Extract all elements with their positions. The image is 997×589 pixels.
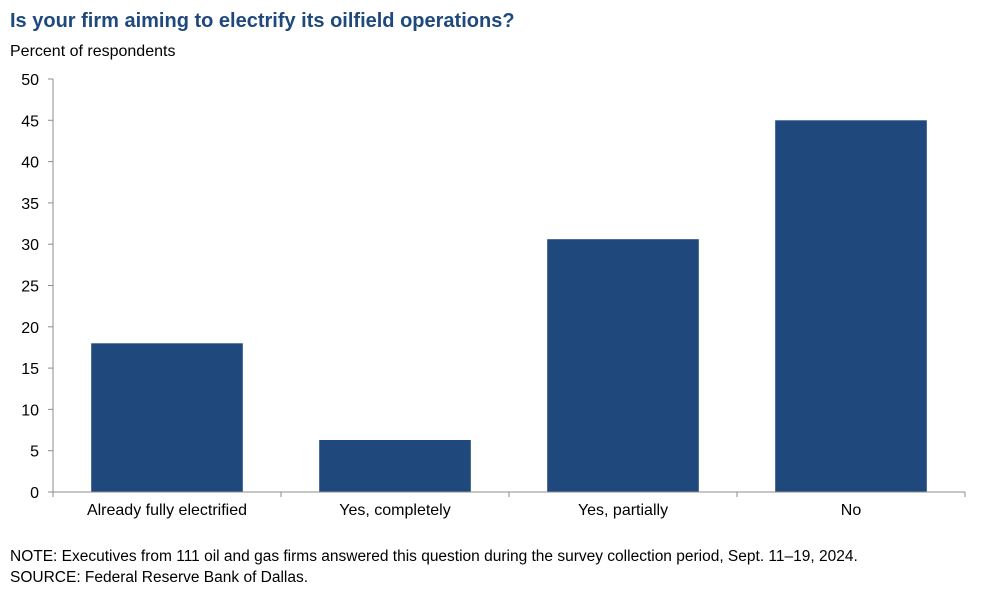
x-tick-label: Already fully electrified	[87, 502, 247, 519]
x-tick-label: No	[841, 502, 862, 519]
y-tick-label: 45	[21, 113, 39, 130]
y-tick-label: 30	[21, 237, 39, 254]
y-tick-label: 20	[21, 320, 39, 337]
y-tick-label: 0	[30, 485, 39, 502]
bars-group	[91, 120, 927, 493]
bar-yes-completely	[319, 440, 471, 492]
y-tick-label: 50	[21, 72, 39, 89]
x-tick-label: Yes, completely	[339, 502, 450, 519]
y-tick-label: 10	[21, 402, 39, 419]
y-axis-label: Percent of respondents	[10, 43, 176, 60]
y-tick-label: 5	[30, 444, 39, 461]
ticks-group: 0 5 10 15 20 25 30 35 40 45 50 Already fully electr…	[21, 72, 966, 519]
footer-source: SOURCE: Federal Reserve Bank of Dallas.	[10, 569, 309, 586]
footer-note: NOTE: Executives from 111 oil and gas fi…	[10, 548, 858, 565]
bar-no	[775, 120, 927, 493]
bar-already-fully-electrified	[91, 343, 243, 492]
y-tick-label: 35	[21, 196, 39, 213]
chart-title: Is your firm aiming to electrify its oil…	[10, 10, 515, 32]
bar-yes-partially	[547, 239, 699, 492]
y-tick-label: 25	[21, 279, 39, 296]
y-tick-label: 15	[21, 361, 39, 378]
y-tick-label: 40	[21, 155, 39, 172]
x-tick-label: Yes, partially	[578, 502, 668, 519]
chart-footer: NOTE: Executives from 111 oil and gas fi…	[10, 546, 858, 588]
